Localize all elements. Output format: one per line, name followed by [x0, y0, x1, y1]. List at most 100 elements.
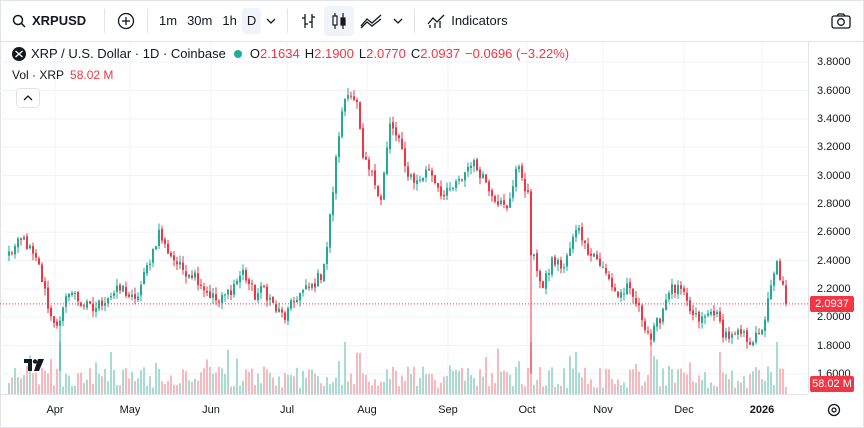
candle-body: [263, 286, 265, 288]
candle-body: [89, 301, 91, 304]
symbol-search[interactable]: XRPUSD: [0, 0, 98, 42]
candle-body: [17, 238, 19, 248]
candle-body: [113, 293, 115, 297]
divider: [147, 8, 148, 33]
volume-bar: [611, 378, 613, 394]
tradingview-logo[interactable]: [24, 358, 44, 376]
snapshot-button[interactable]: [828, 8, 854, 34]
camera-icon: [831, 13, 851, 29]
candle-body: [95, 308, 97, 312]
volume-bar: [8, 383, 10, 394]
price-axis[interactable]: 3.8000 3.6000 3.4000 3.2000 3.0000 2.8000 2.60…: [808, 42, 864, 394]
volume-bar: [218, 366, 220, 394]
volume-bar: [257, 373, 259, 394]
volume-bar: [113, 369, 115, 394]
volume-bar: [35, 372, 37, 394]
volume-bar: [737, 380, 739, 394]
candles-style-button[interactable]: [324, 5, 355, 36]
candle-body: [452, 188, 454, 190]
volume-bar: [332, 382, 334, 394]
volume-bar: [485, 356, 487, 394]
candle-body: [599, 258, 601, 266]
candle-body: [671, 284, 673, 294]
candle-body: [416, 180, 418, 184]
area-style-button[interactable]: [354, 0, 388, 42]
volume-bar: [419, 377, 421, 394]
volume-bar: [404, 380, 406, 394]
candle-body: [11, 252, 13, 254]
volume-bar: [704, 371, 706, 394]
volume-bar: [392, 366, 394, 394]
candle-body: [734, 333, 736, 335]
volume-bar: [266, 369, 268, 394]
candle-body: [413, 173, 415, 183]
volume-bar: [95, 362, 97, 394]
candle-body: [344, 98, 346, 112]
volume-bar: [650, 342, 652, 394]
volume-bar: [581, 377, 583, 394]
volume-bar: [20, 378, 22, 394]
chart-settings-button[interactable]: [824, 400, 844, 420]
candle-body: [368, 159, 370, 170]
interval-d[interactable]: D: [241, 7, 262, 34]
indicators-button[interactable]: Indicators: [421, 0, 513, 42]
candle-body: [644, 321, 646, 331]
candle-body: [512, 186, 514, 198]
candle-body: [116, 285, 118, 292]
candle-body: [155, 246, 157, 250]
candle-body: [509, 198, 511, 208]
candle-body: [233, 283, 235, 295]
volume-bar: [767, 366, 769, 394]
time-axis[interactable]: Apr May Jun Jul Aug Sep Oct Nov Dec 2026: [0, 394, 808, 428]
candle-body: [275, 304, 277, 312]
candle-body: [707, 313, 709, 316]
candle-body: [629, 282, 631, 289]
candle-body: [365, 156, 367, 160]
chart-style-dropdown[interactable]: [388, 0, 408, 42]
volume-bar: [356, 352, 358, 394]
candle-body: [185, 271, 187, 277]
candle-body: [332, 192, 334, 216]
collapse-legend-button[interactable]: [16, 88, 40, 108]
candle-body: [401, 138, 403, 149]
compare-symbol-button[interactable]: [111, 0, 141, 42]
price-tick-label: 3.0000: [817, 169, 851, 182]
candle-body: [188, 274, 190, 278]
interval-dropdown[interactable]: [261, 0, 281, 42]
bar-style-button[interactable]: [294, 0, 324, 42]
volume-bar: [134, 381, 136, 394]
volume-bar: [728, 379, 730, 394]
candle-body: [32, 245, 34, 254]
candle-body: [524, 178, 526, 192]
volume-bar: [641, 385, 643, 394]
candle-body: [728, 331, 730, 339]
volume-bar: [68, 375, 70, 394]
volume-bar: [317, 376, 319, 394]
interval-1m[interactable]: 1m: [159, 13, 178, 28]
candle-body: [551, 257, 553, 275]
candle-body: [335, 156, 337, 194]
candle-body: [131, 294, 133, 298]
volume-bar: [752, 371, 754, 394]
volume-bar: [29, 355, 31, 394]
candle-body: [776, 260, 778, 275]
candle-body: [158, 229, 160, 246]
volume-bar: [539, 367, 541, 394]
high-value: 2.1900: [314, 46, 354, 61]
volume-bar: [131, 371, 133, 394]
candle-body: [320, 274, 322, 280]
candle-body: [503, 200, 505, 205]
volume-bar: [368, 381, 370, 394]
interval-30m[interactable]: 30m: [187, 13, 213, 28]
price-tick-label: 3.2000: [817, 141, 851, 154]
candle-body: [251, 283, 253, 285]
volume-bar: [233, 386, 235, 394]
indicators-icon: [427, 14, 445, 28]
interval-1h[interactable]: 1h: [222, 13, 237, 28]
candle-body: [83, 305, 85, 307]
price-chart[interactable]: [0, 42, 808, 394]
candle-body: [149, 263, 151, 266]
candle-body: [722, 319, 724, 338]
candle-body: [176, 261, 178, 265]
volume-bar: [620, 384, 622, 394]
